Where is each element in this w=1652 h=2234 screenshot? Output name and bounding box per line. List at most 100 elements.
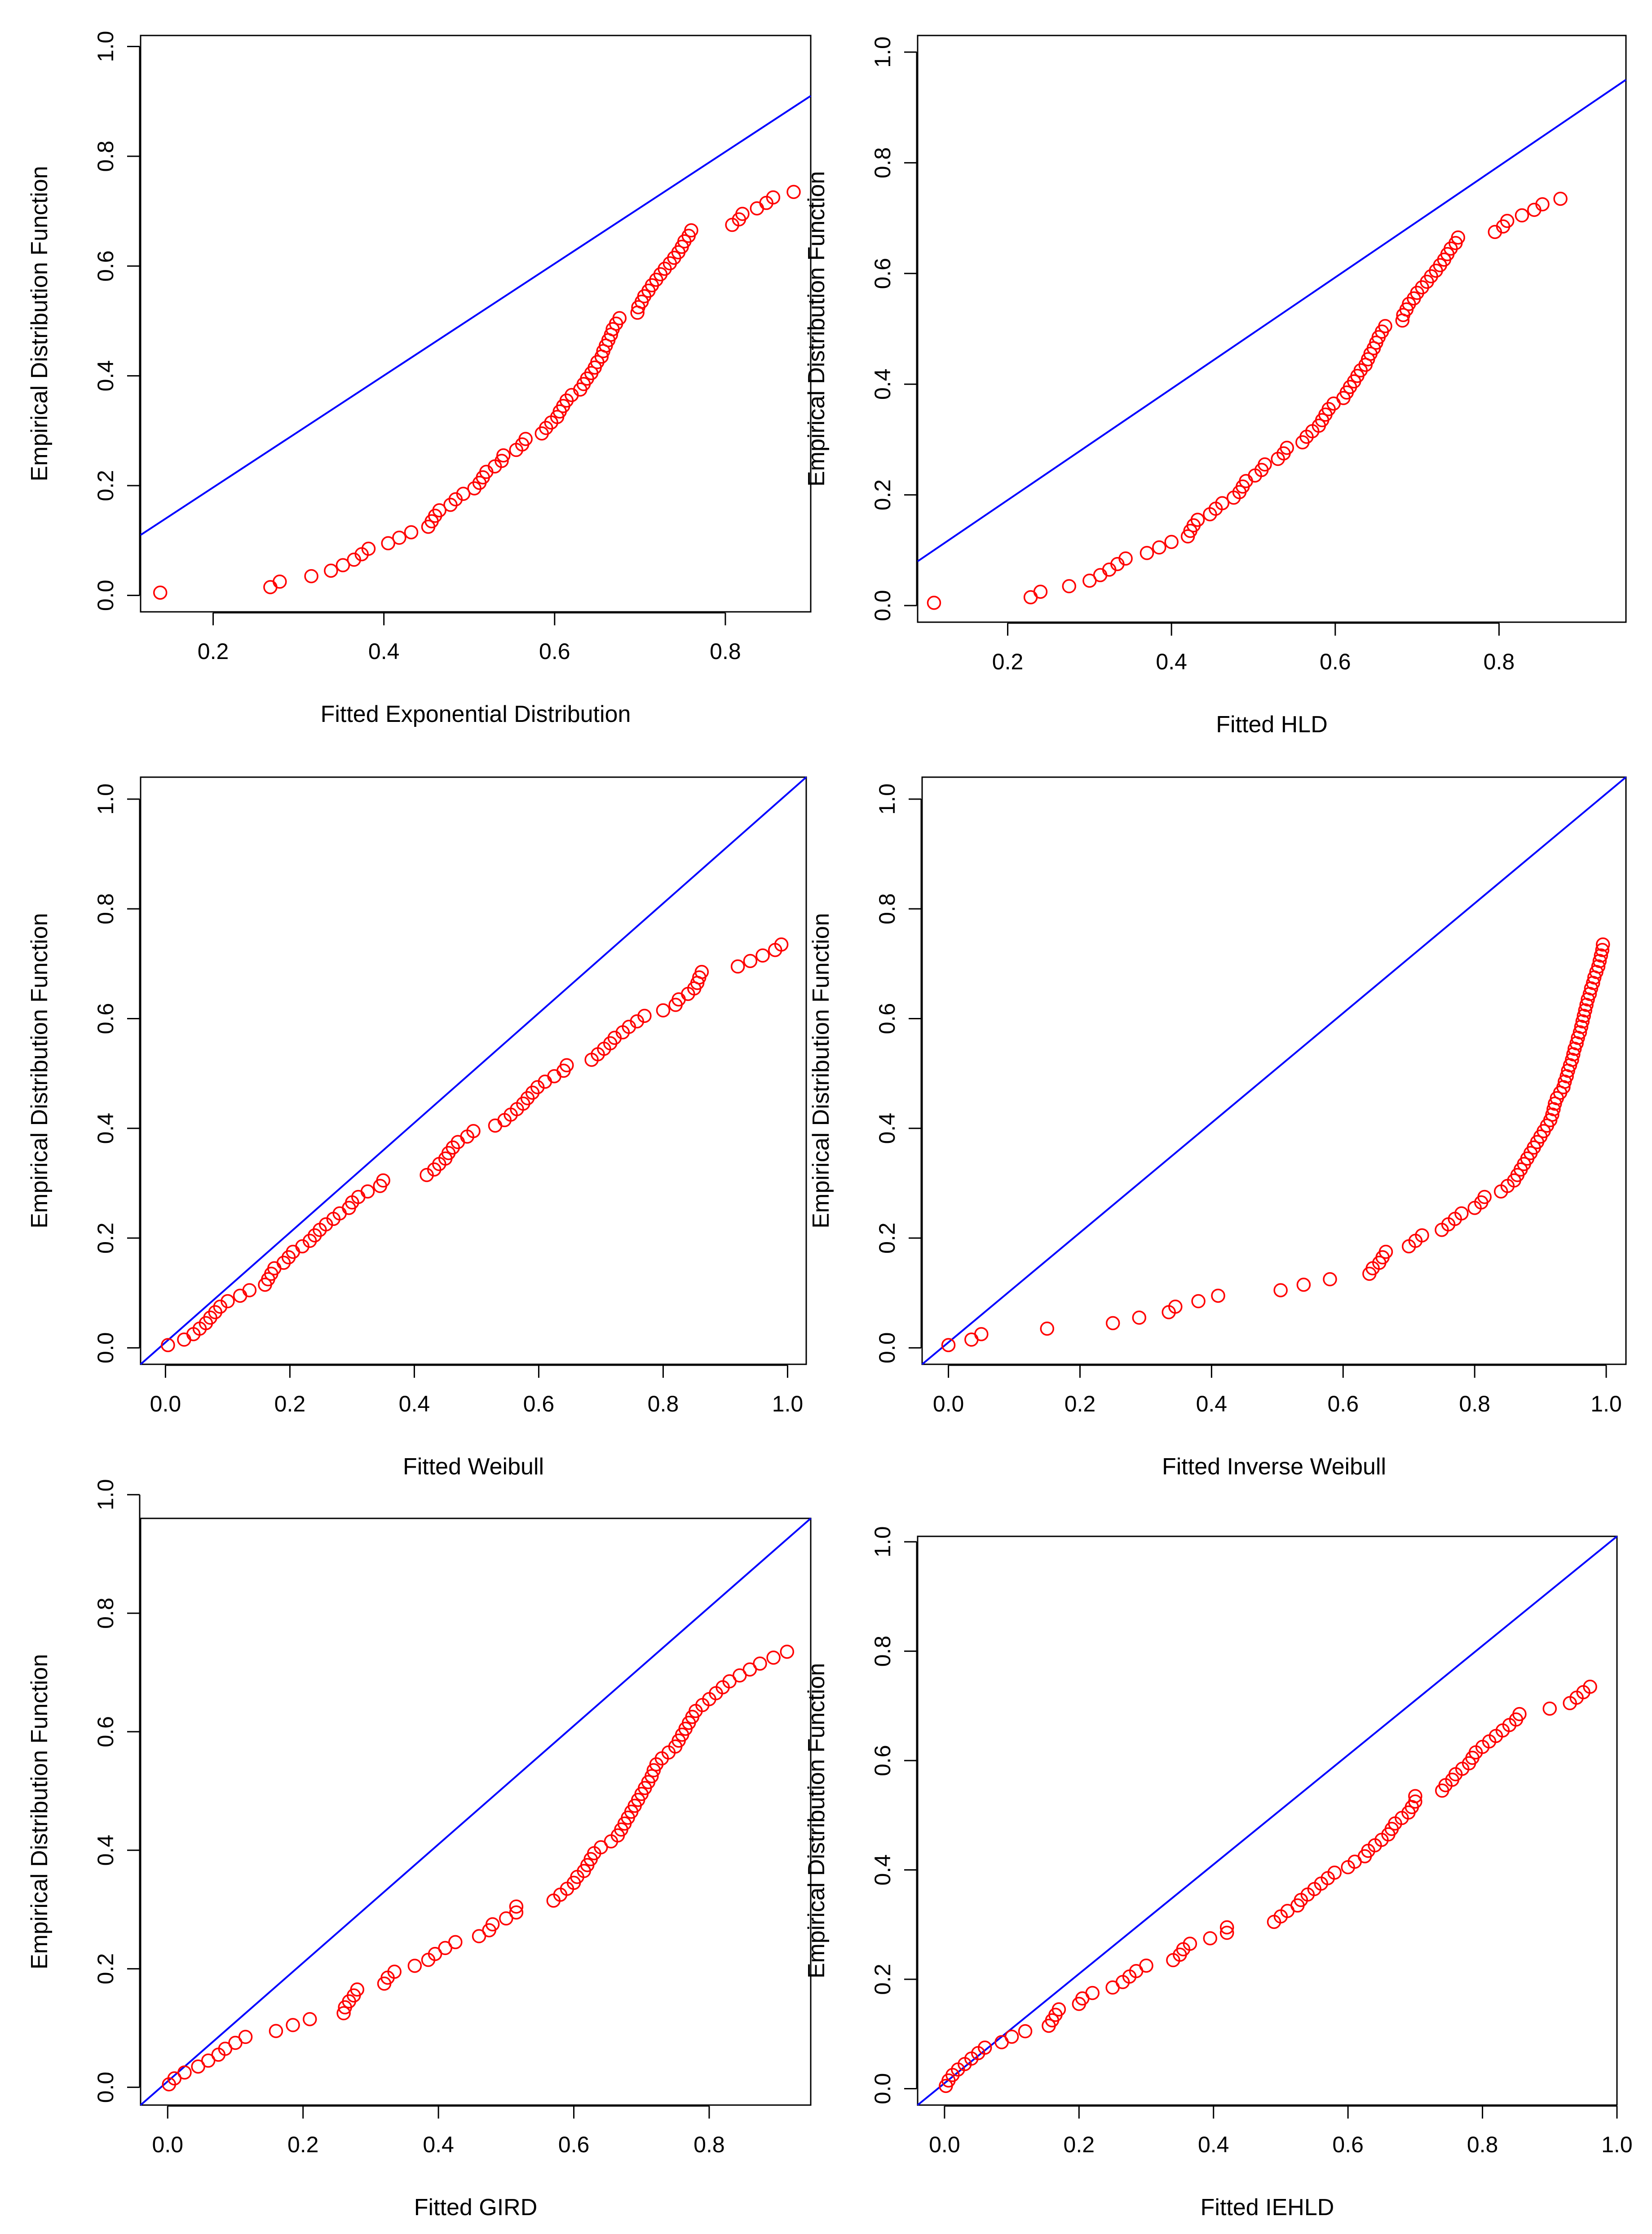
- data-point: [1592, 954, 1607, 968]
- y-tick-label: 0.0: [870, 2073, 895, 2105]
- data-points: [161, 937, 789, 1352]
- reference-line: [917, 1535, 1618, 2106]
- y-tick-label: 0.4: [93, 1835, 118, 1866]
- data-point: [509, 1905, 524, 1920]
- data-point: [1051, 2002, 1066, 2017]
- y-axis-title: Empirical Distribution Function: [808, 913, 834, 1228]
- x-tick-label: 0.2: [1065, 1391, 1096, 1416]
- data-point: [1575, 1014, 1590, 1029]
- data-point: [432, 503, 446, 518]
- y-axis: 0.0 0.2 0.4 0.6 0.8 1.0: [93, 31, 141, 611]
- data-point: [1004, 2030, 1019, 2044]
- data-point: [1211, 1288, 1225, 1303]
- data-point: [1594, 948, 1608, 963]
- y-tick-label: 0.4: [93, 360, 118, 392]
- data-point: [1203, 1931, 1217, 1946]
- data-point: [1545, 1107, 1559, 1122]
- y-tick-label: 0.8: [93, 893, 118, 925]
- x-tick-label: 0.6: [523, 1391, 555, 1416]
- data-point: [1415, 1228, 1429, 1243]
- y-tick-label: 0.0: [93, 1332, 118, 1364]
- x-tick-label: 0.0: [929, 2132, 960, 2157]
- data-point: [286, 2018, 300, 2032]
- data-point: [1273, 1283, 1288, 1297]
- data-points: [162, 1645, 795, 2092]
- reference-line: [140, 1517, 812, 2106]
- y-tick-label: 1.0: [875, 783, 900, 815]
- data-point: [1595, 937, 1610, 952]
- x-tick-label: 0.0: [933, 1391, 964, 1416]
- data-point: [786, 185, 801, 199]
- data-point: [1595, 943, 1610, 957]
- data-point: [238, 2030, 253, 2044]
- plot-frame: [140, 35, 812, 613]
- data-point: [1477, 1190, 1492, 1204]
- data-point: [273, 575, 287, 589]
- data-point: [743, 954, 758, 968]
- data-point: [1258, 457, 1272, 472]
- x-tick-label: 0.6: [1328, 1391, 1359, 1416]
- data-point: [594, 1840, 608, 1854]
- panel-iehld: 0.0 0.2 0.4 0.6 0.8 1.0 0.0 0.2 0.4 0.6 0.8 1.0 Fi…: [804, 1526, 1633, 2221]
- x-tick-label: 0.8: [1459, 1391, 1490, 1416]
- data-point: [376, 1173, 390, 1188]
- data-point: [1451, 230, 1466, 245]
- plot-frame: [140, 1517, 812, 2106]
- y-tick-label: 0.6: [870, 1745, 895, 1776]
- y-tick-label: 0.6: [93, 250, 118, 282]
- y-tick-label: 0.4: [875, 1113, 900, 1144]
- panel-exponential: 0.2 0.4 0.6 0.8 0.0 0.2 0.4 0.6 0.8 1.0 Fitted E…: [27, 31, 812, 727]
- y-axis-title: Empirical Distribution Function: [27, 913, 53, 1228]
- data-point: [1378, 319, 1392, 333]
- y-tick-label: 0.2: [93, 1953, 118, 1985]
- x-tick-label: 0.8: [648, 1391, 679, 1416]
- x-tick-label: 0.6: [558, 2132, 590, 2157]
- plot-frame: [917, 35, 1627, 623]
- x-axis-title: Fitted Inverse Weibull: [1162, 1454, 1386, 1480]
- data-point: [201, 2053, 216, 2068]
- data-point: [324, 563, 338, 578]
- data-point: [1191, 1294, 1206, 1309]
- data-point: [448, 1935, 463, 1949]
- data-point: [221, 1294, 235, 1309]
- y-tick-label: 0.2: [875, 1222, 900, 1254]
- data-point: [1577, 1009, 1591, 1023]
- data-point: [656, 1003, 671, 1017]
- data-point: [1515, 208, 1529, 223]
- x-tick-label: 0.6: [1320, 649, 1351, 674]
- x-tick-label: 0.4: [368, 639, 400, 664]
- data-point: [1565, 1053, 1579, 1067]
- data-point: [1219, 1925, 1234, 1940]
- x-tick-label: 0.2: [287, 2132, 319, 2157]
- data-points: [927, 191, 1568, 610]
- data-point: [977, 2040, 992, 2055]
- data-point: [242, 1283, 257, 1297]
- data-point: [1215, 496, 1229, 510]
- x-tick-label: 0.2: [1064, 2132, 1095, 2157]
- data-point: [1085, 1986, 1100, 2000]
- data-point: [228, 2035, 243, 2050]
- x-tick-label: 0.0: [150, 1391, 181, 1416]
- data-point: [1408, 1789, 1422, 1803]
- data-point: [1578, 1003, 1592, 1017]
- data-point: [766, 1650, 781, 1665]
- x-tick-label: 0.8: [693, 2132, 725, 2157]
- data-point: [1219, 1920, 1234, 1935]
- reference-line: [921, 776, 1627, 1365]
- x-axis-title: Fitted IEHLD: [1201, 2194, 1334, 2221]
- data-point: [1018, 2024, 1033, 2039]
- data-point: [466, 1124, 481, 1138]
- x-tick-label: 0.4: [1196, 1391, 1228, 1416]
- y-tick-label: 0.2: [93, 1222, 118, 1254]
- y-tick-label: 0.0: [875, 1332, 900, 1364]
- y-tick-label: 0.6: [875, 1003, 900, 1035]
- data-point: [218, 2041, 233, 2056]
- data-points: [153, 185, 801, 600]
- data-point: [1296, 1278, 1311, 1292]
- x-tick-label: 0.6: [1332, 2132, 1364, 2157]
- data-point: [1500, 213, 1515, 228]
- data-point: [1168, 1299, 1183, 1314]
- data-point: [438, 1941, 452, 1955]
- data-point: [336, 558, 350, 572]
